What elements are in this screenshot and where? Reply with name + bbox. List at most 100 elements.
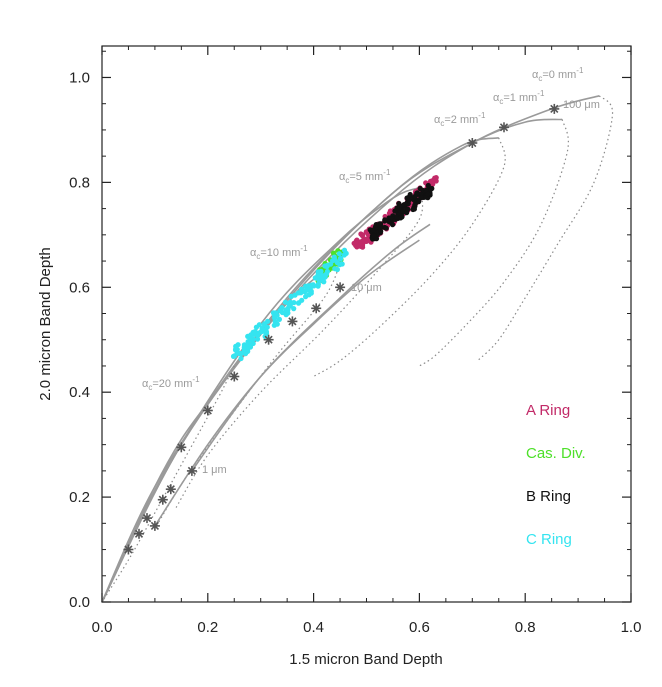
data-point (295, 290, 302, 296)
grain-size-marker (287, 316, 298, 327)
data-point (337, 256, 344, 262)
data-point (257, 329, 264, 335)
data-point (418, 195, 424, 201)
model-curve-dotted (477, 95, 614, 362)
model-curve-dotted (313, 137, 506, 378)
data-point (425, 182, 431, 189)
grain-size-marker (229, 371, 240, 382)
x-axis-title: 1.5 micron Band Depth (289, 651, 442, 668)
grain-size-marker (123, 544, 134, 555)
data-point (274, 312, 280, 318)
data-point (279, 305, 285, 311)
data-point (358, 231, 364, 237)
grain-size-marker (142, 513, 152, 524)
data-point (336, 251, 342, 257)
annotation-alpha-0: αc=0 mm-1 (532, 66, 584, 83)
y-tick-label: 0.4 (69, 384, 90, 401)
model-curve-solid (101, 262, 341, 603)
grain-size-marker (134, 528, 144, 539)
grain-size-marker (186, 465, 197, 476)
marker-stroke (264, 335, 273, 344)
legend-a-ring: A Ring (526, 402, 570, 419)
model-curve-dotted (101, 365, 235, 603)
data-point (245, 343, 251, 350)
marker-stroke (288, 317, 297, 326)
annotation-alpha-1: αc=1 mm-1 (493, 89, 545, 106)
data-point (238, 355, 244, 362)
data-point (383, 225, 389, 231)
marker-stroke (550, 104, 559, 114)
data-point (315, 269, 321, 275)
data-point (398, 215, 404, 221)
x-tick-label: 0.8 (515, 619, 536, 636)
data-point (279, 309, 285, 316)
marker-stroke (177, 443, 186, 452)
data-point (324, 264, 330, 270)
data-point (264, 324, 270, 330)
data-point (406, 197, 412, 203)
data-point (321, 279, 327, 285)
x-tick-label: 0.4 (303, 619, 324, 636)
data-point (405, 206, 411, 212)
grain-size-marker (311, 303, 322, 314)
annotation-alpha-10: αc=10 mm-1 (250, 244, 308, 261)
data-point (394, 205, 400, 211)
grain-size-marker (335, 282, 346, 293)
marker-stroke (187, 466, 197, 476)
data-point (332, 266, 338, 272)
data-point (337, 262, 343, 268)
y-tick-label: 0.0 (69, 594, 90, 611)
y-tick-label: 1.0 (69, 69, 90, 86)
legend-b-ring: B Ring (526, 488, 571, 505)
data-point (382, 217, 388, 223)
data-point (411, 206, 417, 212)
model-curve-solid (101, 118, 563, 603)
grain-size-marker (263, 334, 274, 345)
data-point (255, 332, 261, 339)
data-point (299, 297, 305, 303)
data-point (250, 340, 256, 347)
grain-size-marker (149, 520, 160, 531)
marker-stroke (335, 283, 345, 292)
data-point (236, 350, 242, 357)
legend: A Ring Cas. Div. B Ring C Ring (526, 402, 586, 548)
grain-size-markers (123, 103, 560, 555)
data-point (247, 335, 254, 341)
model-curve-solid (101, 365, 235, 603)
data-point (315, 273, 321, 279)
marker-stroke (312, 304, 321, 313)
data-point (306, 287, 312, 293)
y-axis-title: 2.0 micron Band Depth (37, 247, 54, 400)
data-point (272, 319, 278, 325)
grain-size-marker (165, 484, 176, 495)
plot-frame (101, 45, 632, 603)
data-point (354, 237, 360, 243)
data-point (387, 208, 393, 214)
data-point (233, 343, 239, 349)
model-curves (101, 95, 614, 603)
marker-stroke (203, 406, 212, 415)
y-tick-label: 0.6 (69, 279, 90, 296)
data-point (414, 190, 420, 196)
data-point (263, 329, 270, 335)
legend-cas-div: Cas. Div. (526, 445, 586, 462)
data-point (253, 324, 259, 330)
marker-stroke (150, 521, 160, 531)
grain-size-marker (176, 442, 187, 453)
annotation-alpha-20: αc=20 mm-1 (142, 375, 200, 392)
data-point (341, 247, 348, 253)
x-tick-label: 0.0 (92, 619, 113, 636)
data-point (433, 175, 439, 181)
grain-size-marker (157, 494, 168, 505)
data-point (330, 250, 337, 256)
y-tick-label: 0.2 (69, 489, 90, 506)
data-point (425, 191, 431, 197)
annotation-grain-1um: 1 μm (202, 464, 227, 476)
model-curve-dotted (175, 187, 424, 508)
data-point (287, 299, 293, 305)
marker-stroke (124, 545, 133, 554)
marker-stroke (499, 123, 509, 132)
marker-stroke (468, 138, 477, 148)
data-point (360, 238, 366, 244)
